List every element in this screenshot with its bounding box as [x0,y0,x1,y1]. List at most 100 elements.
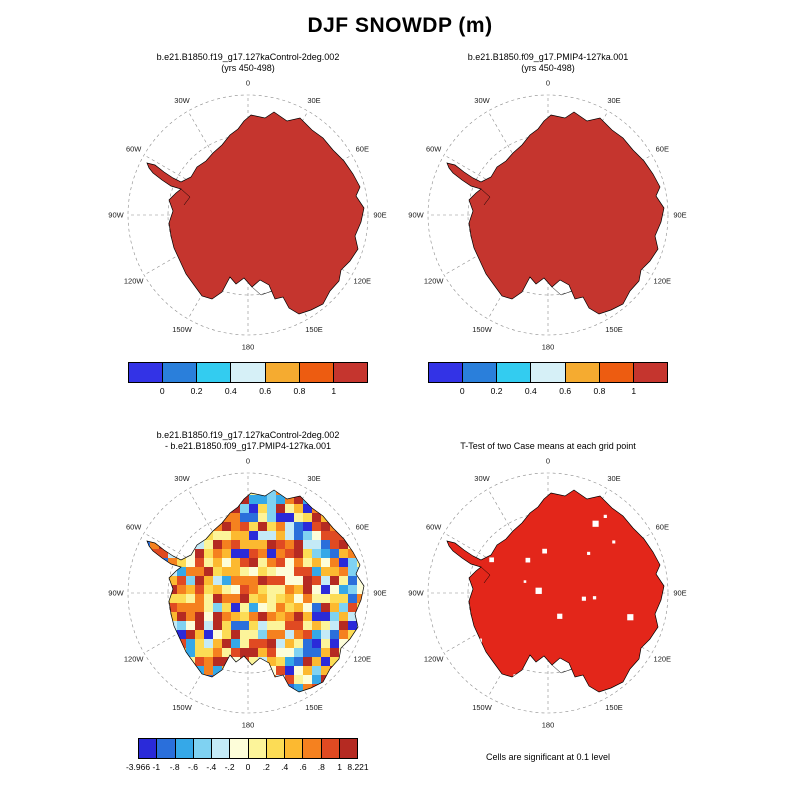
panel-title-bottom-right: T-Test of two Case means at each grid po… [398,441,698,452]
colorbar-tick-label: -.4 [206,762,217,772]
colorbar-swatch [429,363,463,382]
years-range-pmip4: (yrs 450-498) [521,62,575,73]
longitude-labels: 0 30E 60E 90E 120E 150E 180 150W 120W 90W 60W 30W [108,79,386,352]
interior-coastline [480,566,573,674]
colorbar-swatches [428,362,668,383]
colorbar-swatch [332,363,367,382]
lon-label: 0 [246,79,250,88]
colorbar-swatch [462,363,497,382]
lon-label: 90E [373,589,386,598]
lon-label: 30E [607,96,620,105]
lon-label: 30W [474,96,490,105]
lon-label: 180 [242,721,255,730]
colorbar-tick-labels: 0 0.2 0.4 0.6 0.8 1 [128,383,368,396]
lon-label: 0 [546,457,550,466]
lon-label: 60W [126,523,142,532]
colorbar-tick-label: .2 [262,762,270,772]
lon-label: 120W [124,277,145,286]
colorbar-bottom-left: -3.966 -1 -.8 -.6 -.4 -.2 0 .2 .4 .6 .8 1 8.221 [126,738,369,772]
antarctica-coastline [146,489,365,693]
diff-title-line2: - b.e21.B1850.f09_g17.PMIP4-127ka.001 [164,440,332,451]
lon-label: 30W [174,474,190,483]
colorbar-tick-label: 0.6 [259,386,272,396]
colorbar-tick-label: 0.6 [559,386,572,396]
lon-label: 180 [542,721,555,730]
colorbar-top-right: 0 0.2 0.4 0.6 0.8 1 [428,362,668,396]
colorbar-tick-label: .8 [317,762,325,772]
colorbar-swatch [564,363,599,382]
colorbar-swatch [129,363,163,382]
colorbar-swatch [247,739,266,758]
interior-coastline [480,188,573,296]
lon-label: 60E [656,145,669,154]
lon-label: 90W [108,211,124,220]
antarctica-landmass [146,111,365,315]
case-name-control: b.e21.B1850.f19_g17.127kaControl-2deg.00… [156,52,340,62]
colorbar-swatch [162,363,197,382]
lon-label: 60E [656,523,669,532]
colorbar-tick-label: 1 [337,762,343,772]
colorbar-swatch [211,739,230,758]
colorbar-tick-label: -3.966 [125,762,151,772]
map-top-left-control: 0 30E 60E 90E 120E 150E 180 150W 120W 90W 60W 30W [108,79,386,352]
colorbar-tick-label: 0 [159,386,165,396]
colorbar-swatch [320,739,339,758]
lon-label: 60E [356,523,369,532]
lon-label: 120E [654,655,672,664]
colorbar-swatch [264,363,299,382]
colorbar-swatch [230,363,265,382]
lon-label: 150W [472,703,493,712]
colorbar-swatch [229,739,248,758]
case-name-pmip4: b.e21.B1850.f09_g17.PMIP4-127ka.001 [467,52,629,62]
lon-label: 30W [474,474,490,483]
lon-label: 150E [305,325,323,334]
colorbar-tick-label: -1 [152,762,161,772]
lon-label: 150E [305,703,323,712]
lon-label: 0 [246,457,250,466]
lon-label: 120W [124,655,145,664]
colorbar-top-left: 0 0.2 0.4 0.6 0.8 1 [128,362,368,396]
map-top-right-pmip4: 0 30E 60E 90E 120E 150E 180 150W 120W 90W 60W 30W [408,79,686,352]
lon-label: 90E [373,211,386,220]
colorbar-tick-label: 0 [245,762,251,772]
colorbar-tick-label: 0.8 [593,386,606,396]
lon-label: 30E [307,474,320,483]
colorbar-tick-label: 0.8 [293,386,306,396]
panel-title-bottom-left: b.e21.B1850.f19_g17.127kaControl-2deg.00… [98,430,398,451]
lon-label: 60E [356,145,369,154]
panel-title-top-right: b.e21.B1850.f09_g17.PMIP4-127ka.001 (yrs… [398,52,698,73]
lon-label: 120E [354,655,372,664]
map-bottom-right-ttest: 0 30E 60E 90E 120E 150E 180 150W 120W 90W 60W 30W [408,457,686,730]
colorbar-swatches [138,738,358,759]
lon-label: 150E [605,325,623,334]
lon-label: 30W [174,96,190,105]
lon-label: 30E [607,474,620,483]
colorbar-swatch [530,363,565,382]
colorbar-tick-label: 0.2 [190,386,203,396]
lon-label: 150W [172,325,193,334]
colorbar-tick-label: -.6 [188,762,198,772]
lon-label: 90E [673,211,686,220]
lon-label: 90E [673,589,686,598]
lon-label: 90W [408,211,424,220]
longitude-labels: 0 30E 60E 90E 120E 150E 180 150W 120W 90W 60W 30W [108,457,386,730]
antarctica-landmass [446,489,665,693]
lon-label: 30E [307,96,320,105]
colorbar-swatch [598,363,633,382]
colorbar-swatch [298,363,333,382]
lon-label: 0 [546,79,550,88]
colorbar-tick-label: -.8 [169,762,180,772]
colorbar-tick-label: 1 [331,386,337,396]
lon-label: 120E [654,277,672,286]
colorbar-swatch [338,739,357,758]
colorbar-tick-label: .4 [281,762,289,772]
lon-label: 120W [424,277,445,286]
colorbar-tick-label: 1 [631,386,637,396]
lon-label: 90W [408,589,424,598]
colorbar-swatches [128,362,368,383]
colorbar-swatch [174,739,193,758]
lon-label: 60W [426,523,442,532]
colorbar-swatch [632,363,667,382]
panel-title-top-left: b.e21.B1850.f19_g17.127kaControl-2deg.00… [98,52,398,73]
